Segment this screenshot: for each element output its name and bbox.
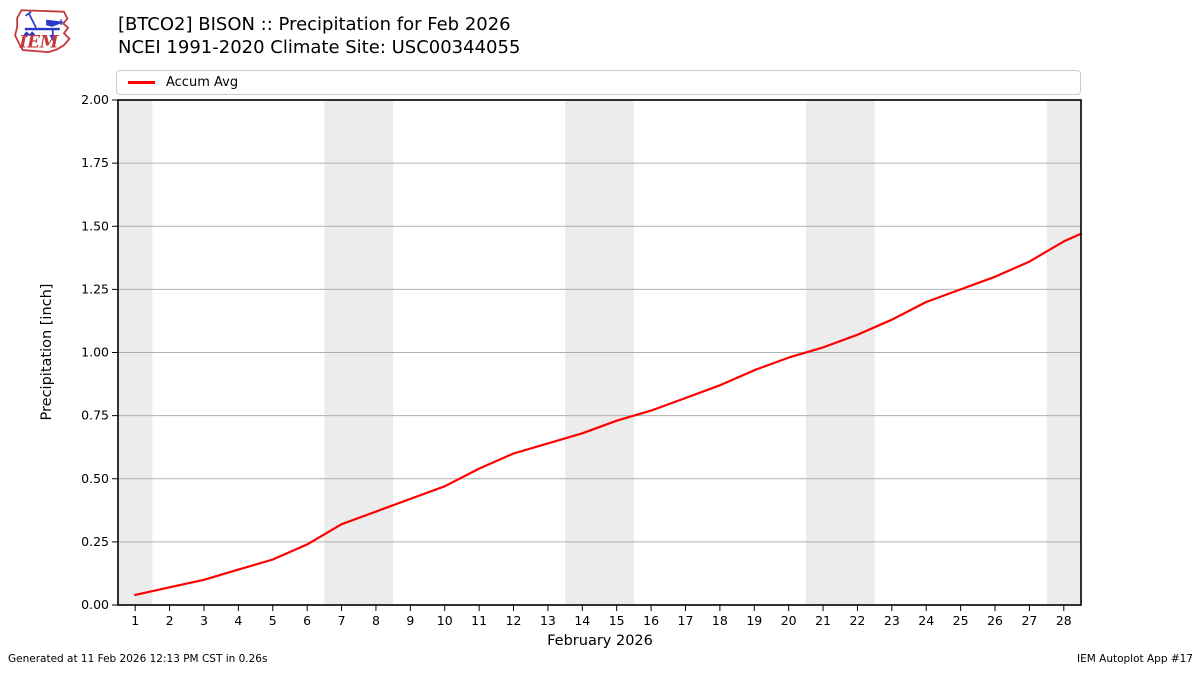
x-tick-label: 14 (574, 613, 590, 628)
x-tick-label: 15 (609, 613, 625, 628)
x-tick-label: 28 (1056, 613, 1072, 628)
y-tick-label: 0.25 (81, 534, 109, 549)
x-tick-label: 26 (987, 613, 1003, 628)
y-tick-label: 0.00 (81, 597, 109, 612)
x-tick-label: 17 (678, 613, 694, 628)
x-tick-label: 11 (471, 613, 487, 628)
x-tick-label: 25 (953, 613, 969, 628)
x-tick-label: 16 (643, 613, 659, 628)
x-tick-label: 1 (131, 613, 139, 628)
x-tick-label: 4 (234, 613, 242, 628)
x-tick-label: 6 (303, 613, 311, 628)
x-tick-label: 9 (406, 613, 414, 628)
x-tick-label: 27 (1021, 613, 1037, 628)
x-tick-label: 24 (918, 613, 934, 628)
x-axis-label: February 2026 (547, 633, 653, 649)
chart-title-block: [BTCO2] BISON :: Precipitation for Feb 2… (118, 13, 520, 59)
plot-frame (117, 99, 1082, 606)
chart-subtitle: NCEI 1991-2020 Climate Site: USC00344055 (118, 37, 521, 58)
logo-iem-text: IEM (18, 31, 59, 51)
iem-logo: IEM (14, 9, 71, 54)
x-tick-label: 22 (849, 613, 865, 628)
iowa-outline-icon (14, 9, 71, 54)
y-tick-label: 1.00 (81, 345, 109, 360)
generated-timestamp: Generated at 11 Feb 2026 12:13 PM CST in… (8, 653, 268, 665)
app-credit: IEM Autoplot App #17 (1077, 653, 1193, 665)
accum-avg-line (134, 232, 1083, 597)
x-tick-label: 23 (884, 613, 900, 628)
y-tick-label: 1.25 (81, 281, 109, 296)
chart-title: [BTCO2] BISON :: Precipitation for Feb 2… (118, 14, 511, 35)
x-tick-label: 18 (712, 613, 728, 628)
x-tick-label: 5 (269, 613, 277, 628)
y-tick-label: 0.75 (81, 408, 109, 423)
x-tick-label: 10 (437, 613, 453, 628)
legend-label: Accum Avg (166, 75, 239, 90)
x-tick-label: 8 (372, 613, 380, 628)
weather-vane-icon (23, 11, 64, 41)
x-tick-label: 2 (166, 613, 174, 628)
y-tick-label: 0.50 (81, 471, 109, 486)
x-tick-label: 21 (815, 613, 831, 628)
x-tick-label: 7 (338, 613, 346, 628)
legend: Accum Avg (116, 70, 1081, 95)
x-tick-label: 19 (746, 613, 762, 628)
legend-line-swatch (128, 81, 155, 84)
y-axis-label: Precipitation [inch] (39, 283, 55, 421)
x-tick-label: 13 (540, 613, 556, 628)
x-tick-label: 20 (781, 613, 797, 628)
y-tick-label: 1.50 (81, 218, 109, 233)
x-tick-label: 3 (200, 613, 208, 628)
x-tick-label: 12 (506, 613, 522, 628)
y-tick-label: 2.00 (81, 92, 109, 107)
y-tick-label: 1.75 (81, 155, 109, 170)
